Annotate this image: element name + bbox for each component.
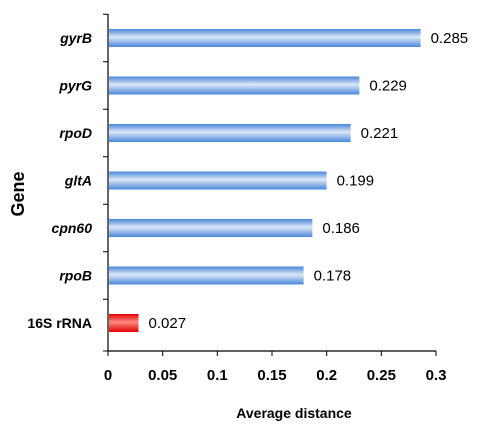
bar-rpod xyxy=(109,124,351,142)
bar-16s-rrna xyxy=(109,314,139,332)
value-label: 0.027 xyxy=(149,315,187,332)
value-label: 0.221 xyxy=(361,125,399,142)
x-tick-label: 0.15 xyxy=(257,367,286,384)
bar-gyrb xyxy=(109,29,421,47)
bar-pyrg xyxy=(109,76,360,95)
value-label: 0.285 xyxy=(431,30,469,47)
category-labels-layer: gyrB pyrG rpoD gltA cpn60 rpoB 16S rRNA xyxy=(27,30,92,331)
bar-cpn60 xyxy=(109,219,313,237)
category-label: rpoB xyxy=(59,268,92,284)
x-tick-label: 0.1 xyxy=(207,367,228,384)
value-label: 0.178 xyxy=(314,268,352,285)
bars-layer xyxy=(109,29,421,332)
value-label: 0.199 xyxy=(337,173,375,190)
x-tick-label: 0.05 xyxy=(148,367,177,384)
y-axis-title: Gene xyxy=(8,171,28,216)
category-label: rpoD xyxy=(59,125,92,141)
bar-glta xyxy=(109,171,327,190)
category-label: 16S rRNA xyxy=(27,315,92,331)
value-labels-layer: 0.285 0.229 0.221 0.199 0.186 0.178 0.027 xyxy=(149,30,469,332)
category-label: gyrB xyxy=(59,30,92,46)
x-tick-label: 0.3 xyxy=(426,367,447,384)
x-axis-title: Average distance xyxy=(236,405,352,421)
category-label: pyrG xyxy=(58,78,92,94)
value-label: 0.229 xyxy=(369,78,407,95)
value-label: 0.186 xyxy=(322,220,360,237)
bar-rpob xyxy=(109,266,304,285)
x-tick-label: 0 xyxy=(104,367,112,384)
x-tick-label: 0.2 xyxy=(316,367,337,384)
x-ticks-layer: 0 0.05 0.1 0.15 0.2 0.25 0.3 xyxy=(103,13,447,384)
x-tick-label: 0.25 xyxy=(367,367,396,384)
category-label: cpn60 xyxy=(52,220,93,236)
category-label: gltA xyxy=(64,173,92,189)
